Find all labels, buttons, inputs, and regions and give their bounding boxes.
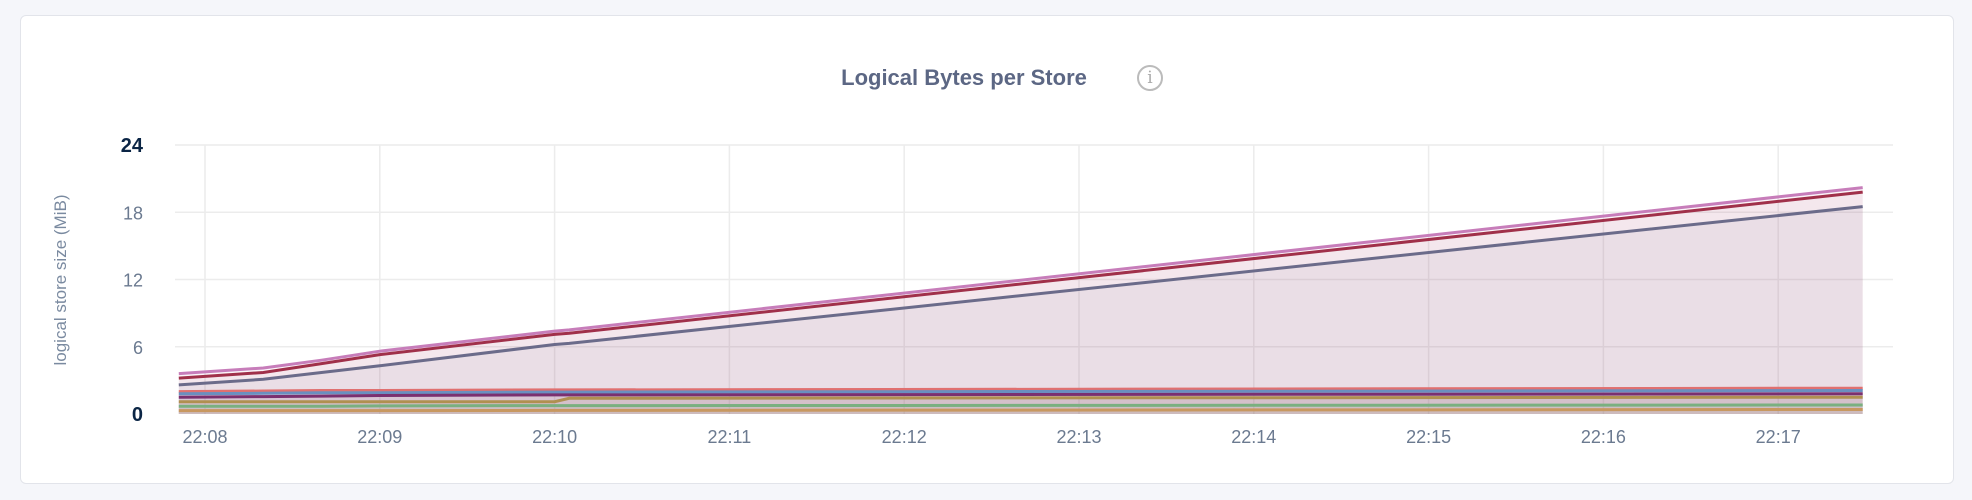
x-tick-label: 22:14 <box>1231 427 1276 447</box>
series-line-2 <box>178 205 1863 387</box>
x-tick-label: 22:10 <box>532 427 577 447</box>
x-tick-label: 22:09 <box>357 427 402 447</box>
info-circle-icon[interactable]: i <box>1137 65 1163 91</box>
y-tick-label: 18 <box>123 203 143 223</box>
series-line-5 <box>178 392 1863 399</box>
chart-title: Logical Bytes per Store <box>841 65 1087 90</box>
x-tick-label: 22:08 <box>182 427 227 447</box>
x-tick-label: 22:15 <box>1406 427 1451 447</box>
series-line-0 <box>178 186 1863 376</box>
series-line-3 <box>178 386 1863 394</box>
y-tick-label: 0 <box>132 404 143 426</box>
x-tick-label: 22:16 <box>1581 427 1626 447</box>
y-tick-label: 12 <box>123 271 143 291</box>
x-tick-label: 22:12 <box>882 427 927 447</box>
x-tick-label: 22:11 <box>708 427 752 447</box>
series-line-7 <box>178 403 1863 408</box>
series-line-4 <box>178 389 1863 396</box>
x-tick-label: 22:13 <box>1056 427 1101 447</box>
series-line-1 <box>178 190 1863 380</box>
series-line-8 <box>178 408 1863 413</box>
series-area-2 <box>178 206 1863 414</box>
y-axis-label: logical store size (MiB) <box>51 195 70 366</box>
y-tick-label: 6 <box>133 338 143 358</box>
series-line-6 <box>178 395 1863 404</box>
series-area-1 <box>178 192 1863 414</box>
series-area-0 <box>178 187 1863 414</box>
x-tick-label: 22:17 <box>1756 427 1801 447</box>
y-tick-label: 24 <box>121 135 144 157</box>
